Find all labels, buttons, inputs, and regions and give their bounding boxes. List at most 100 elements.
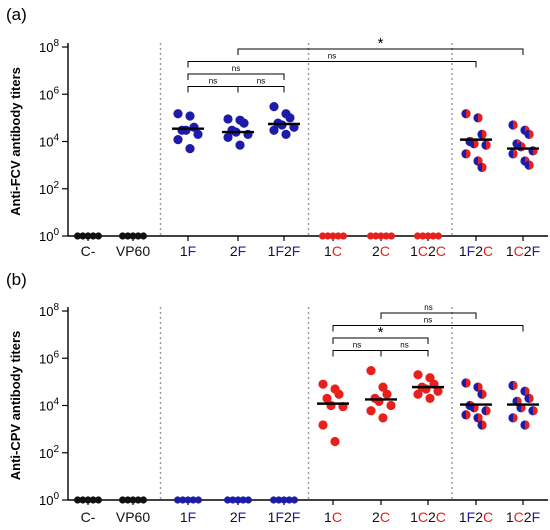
data-point <box>270 496 278 504</box>
data-point <box>508 120 518 130</box>
data-point-half <box>533 406 538 416</box>
y-tick-exponent: 8 <box>53 302 59 313</box>
y-tick-label: 102 <box>39 180 59 197</box>
x-tick-label: 2F <box>230 509 246 525</box>
x-tick-label-part: F <box>275 509 284 525</box>
x-tick-label-part: 2 <box>475 509 483 525</box>
data-point <box>285 496 293 504</box>
x-tick-label-part: 1 <box>506 243 514 259</box>
data-point <box>139 496 147 504</box>
x-tick-label-part: 2 <box>428 243 436 259</box>
x-tick-label-part: C <box>514 509 524 525</box>
data-point-half <box>525 420 530 430</box>
y-tick-label: 102 <box>39 444 59 461</box>
x-tick-label-part: 1 <box>459 509 467 525</box>
x-tick-label-part: F <box>275 243 284 259</box>
y-tick-exponent: 2 <box>53 180 59 191</box>
panel-a: (a)Anti-FCV antibody titers1001021041061… <box>6 5 548 259</box>
data-point-half <box>529 160 534 170</box>
data-point <box>414 232 422 240</box>
x-tick-label-part: 1 <box>459 243 467 259</box>
data-point <box>477 389 487 399</box>
x-tick-label-part: 1 <box>180 509 188 525</box>
x-tick-label-part: C <box>483 243 493 259</box>
y-tick-base: 10 <box>39 135 53 150</box>
data-point <box>193 129 203 139</box>
y-tick-base: 10 <box>39 40 53 55</box>
data-point-half <box>482 389 487 399</box>
data-point <box>367 232 375 240</box>
data-point <box>74 496 82 504</box>
data-point-half <box>478 413 483 423</box>
data-point <box>89 496 97 504</box>
significance-bracket <box>237 86 285 93</box>
x-tick-label-part: C- <box>81 243 96 259</box>
x-tick-label-part: 1 <box>268 243 276 259</box>
x-tick-label: 1F2F <box>268 243 301 259</box>
data-point <box>119 496 127 504</box>
y-tick-exponent: 4 <box>53 133 59 144</box>
data-point <box>224 496 232 504</box>
y-tick-exponent: 0 <box>53 227 59 238</box>
data-point <box>520 386 530 396</box>
data-point-half <box>513 380 518 391</box>
data-point <box>94 232 102 240</box>
data-point-half <box>513 413 518 423</box>
data-point-half <box>474 139 479 149</box>
x-tick-label: C- <box>81 509 96 525</box>
data-point <box>433 386 443 396</box>
significance-label: ns <box>424 303 432 312</box>
data-point <box>124 496 132 504</box>
x-tick-label: 1F2F <box>268 509 301 525</box>
data-point-half <box>466 109 471 119</box>
significance-label: * <box>378 35 384 52</box>
data-point <box>524 160 534 170</box>
data-point <box>386 400 396 411</box>
x-tick-label-part: 2 <box>284 509 292 525</box>
data-point <box>173 109 183 119</box>
x-tick-label-part: 1 <box>324 509 332 525</box>
data-point <box>429 232 437 240</box>
x-tick-label-part: F <box>292 243 301 259</box>
significance-bracket <box>187 61 477 68</box>
significance-label: ns <box>209 77 217 86</box>
x-tick-label-part: F <box>532 243 541 259</box>
x-tick-label-part: 1 <box>506 509 514 525</box>
data-point <box>129 232 137 240</box>
x-tick-label: 1C <box>324 243 342 259</box>
data-point <box>377 232 385 240</box>
x-tick-label-part: 2 <box>230 509 238 525</box>
x-tick-label-part: C <box>436 509 446 525</box>
data-point <box>223 114 233 124</box>
data-point <box>419 232 427 240</box>
data-point <box>189 496 197 504</box>
significance-bracket <box>332 325 524 332</box>
x-tick-label: 1C2F <box>506 243 540 259</box>
data-point <box>477 420 487 430</box>
significance-bracket <box>380 312 477 319</box>
y-tick-exponent: 2 <box>53 444 59 455</box>
y-tick-label: 104 <box>39 397 59 414</box>
x-tick-label-part: C <box>514 243 524 259</box>
x-tick-label-part: C <box>380 509 390 525</box>
data-point <box>239 118 249 128</box>
x-tick-label: C- <box>81 243 96 259</box>
data-point <box>319 232 327 240</box>
significance-bracket <box>332 350 382 357</box>
data-point <box>285 113 295 123</box>
data-point <box>481 140 491 150</box>
data-point <box>461 109 471 119</box>
data-point <box>139 232 147 240</box>
y-tick-label: 108 <box>39 38 59 55</box>
y-tick-base: 10 <box>39 446 53 461</box>
significance-bracket <box>380 350 429 357</box>
x-tick-label: 1C <box>324 509 342 525</box>
data-point <box>424 232 432 240</box>
x-tick-label-part: 1 <box>268 509 276 525</box>
x-tick-label: 1F2C <box>459 243 493 259</box>
y-tick-exponent: 6 <box>53 85 59 96</box>
data-point <box>477 162 487 173</box>
data-point <box>378 382 388 392</box>
significance-label: * <box>378 324 384 341</box>
data-point <box>520 420 530 430</box>
